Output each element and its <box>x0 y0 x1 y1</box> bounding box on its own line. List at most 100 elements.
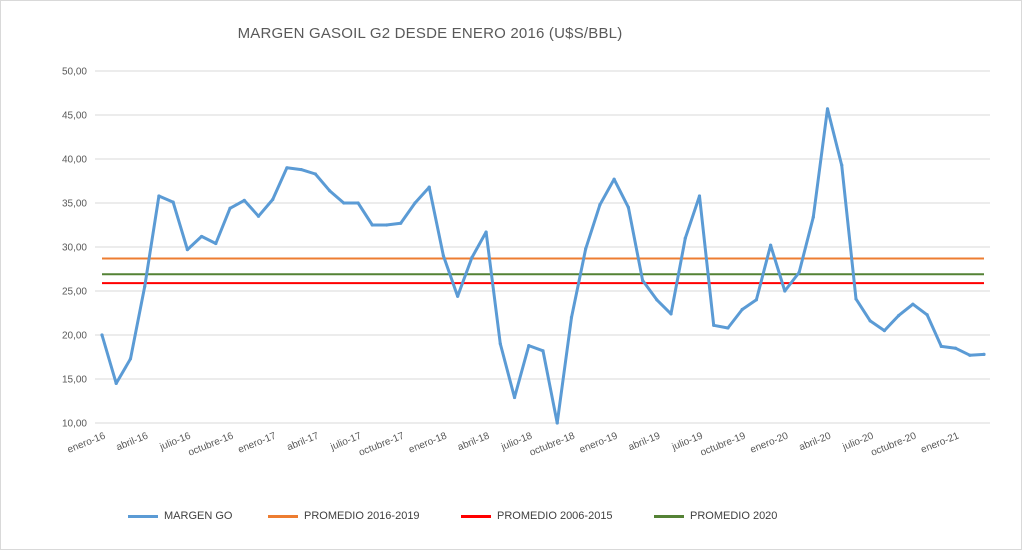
legend-label: PROMEDIO 2020 <box>690 510 778 522</box>
data-point <box>143 285 147 289</box>
legend-label: PROMEDIO 2006-2015 <box>497 510 613 522</box>
y-tick-label: 45,00 <box>62 111 87 122</box>
data-point <box>555 421 559 425</box>
x-tick-label: abril-20 <box>798 430 833 453</box>
data-point <box>626 205 630 209</box>
data-point <box>384 223 389 227</box>
data-point <box>911 302 915 306</box>
data-point <box>185 248 189 252</box>
data-point <box>854 297 858 301</box>
y-tick-label: 30,00 <box>62 243 87 254</box>
legend-swatch <box>128 514 158 518</box>
data-point <box>399 221 403 225</box>
chart-title: MARGEN GASOIL G2 DESDE ENERO 2016 (U$S/B… <box>237 25 623 42</box>
data-point <box>128 357 133 361</box>
data-point <box>100 333 104 337</box>
data-point <box>968 353 972 357</box>
data-point <box>925 313 929 317</box>
data-point <box>256 214 261 218</box>
legend-label: MARGEN GO <box>164 510 233 522</box>
margen-go-series <box>100 107 986 425</box>
x-tick-label: abril-17 <box>285 430 320 453</box>
data-point <box>939 344 943 349</box>
data-point <box>342 201 346 205</box>
data-point <box>541 349 545 353</box>
x-tick-label: abril-19 <box>627 430 662 453</box>
x-tick-label: abril-18 <box>456 430 491 453</box>
data-point <box>669 312 673 316</box>
y-axis-labels: 10,00 15,00 20,00 25,00 30,00 35,00 40,00 45,00… <box>62 67 87 430</box>
x-tick-label: enero-21 <box>919 430 961 455</box>
data-point <box>484 230 488 234</box>
data-point <box>413 201 417 205</box>
x-tick-label: octubre-20 <box>870 430 919 458</box>
data-point <box>769 243 773 247</box>
gridlines <box>95 70 990 424</box>
data-point <box>441 254 446 258</box>
data-point <box>527 343 531 348</box>
data-point <box>171 200 175 204</box>
y-tick-label: 40,00 <box>62 155 87 166</box>
data-point <box>214 241 218 246</box>
x-tick-label: octubre-17 <box>357 430 406 458</box>
data-point <box>584 247 588 251</box>
data-point <box>328 189 332 193</box>
data-point <box>640 278 645 283</box>
x-tick-label: octubre-18 <box>528 430 577 458</box>
x-tick-label: enero-18 <box>407 430 449 455</box>
legend-item-margen-go: MARGEN GO <box>128 510 232 522</box>
x-tick-label: enero-20 <box>749 430 791 455</box>
data-point <box>271 197 275 202</box>
data-point <box>356 201 360 205</box>
data-point <box>512 395 517 400</box>
x-tick-label: abril-16 <box>115 430 150 453</box>
y-tick-label: 25,00 <box>62 287 87 298</box>
data-point <box>157 194 161 198</box>
data-point <box>370 223 374 227</box>
data-point <box>797 270 801 275</box>
data-point <box>712 323 716 327</box>
chart-svg: 10,00 15,00 20,00 25,00 30,00 35,00 40,00 45,00… <box>62 67 990 459</box>
data-point <box>114 381 118 385</box>
data-point <box>569 315 574 319</box>
y-tick-label: 15,00 <box>62 375 87 386</box>
data-point <box>754 298 758 302</box>
x-tick-label: octubre-19 <box>699 430 748 458</box>
data-point <box>811 215 815 219</box>
legend-swatch <box>268 514 298 518</box>
data-point <box>655 298 659 302</box>
x-tick-label: enero-17 <box>237 430 279 455</box>
legend-item-promedio-2006-2015: PROMEDIO 2006-2015 <box>461 510 613 522</box>
y-tick-label: 20,00 <box>62 331 87 342</box>
data-point <box>299 167 303 172</box>
data-point <box>882 329 887 333</box>
data-point <box>427 185 431 189</box>
data-point <box>199 234 204 239</box>
x-tick-label: octubre-16 <box>187 430 236 458</box>
data-point <box>228 206 232 210</box>
legend-item-promedio-2020: PROMEDIO 2020 <box>654 510 777 522</box>
data-point <box>740 307 744 312</box>
y-tick-label: 35,00 <box>62 199 87 210</box>
x-tick-label: enero-16 <box>66 430 108 455</box>
y-tick-label: 50,00 <box>62 67 87 78</box>
legend-swatch <box>654 514 684 518</box>
legend: MARGEN GO PROMEDIO 2016-2019 PROMEDIO 20… <box>0 510 1022 530</box>
data-point <box>697 194 702 198</box>
data-point <box>313 172 317 176</box>
data-point <box>598 203 602 207</box>
data-point <box>897 314 901 318</box>
y-tick-label: 10,00 <box>62 419 87 430</box>
data-point <box>840 163 844 167</box>
legend-swatch <box>461 514 491 518</box>
data-point <box>825 107 830 111</box>
data-point <box>612 177 616 181</box>
data-point <box>683 236 687 240</box>
average-lines <box>102 257 984 285</box>
data-point <box>498 342 502 346</box>
data-point <box>953 346 958 350</box>
data-point <box>456 294 460 298</box>
data-point <box>868 319 872 323</box>
legend-label: PROMEDIO 2016-2019 <box>304 510 420 522</box>
